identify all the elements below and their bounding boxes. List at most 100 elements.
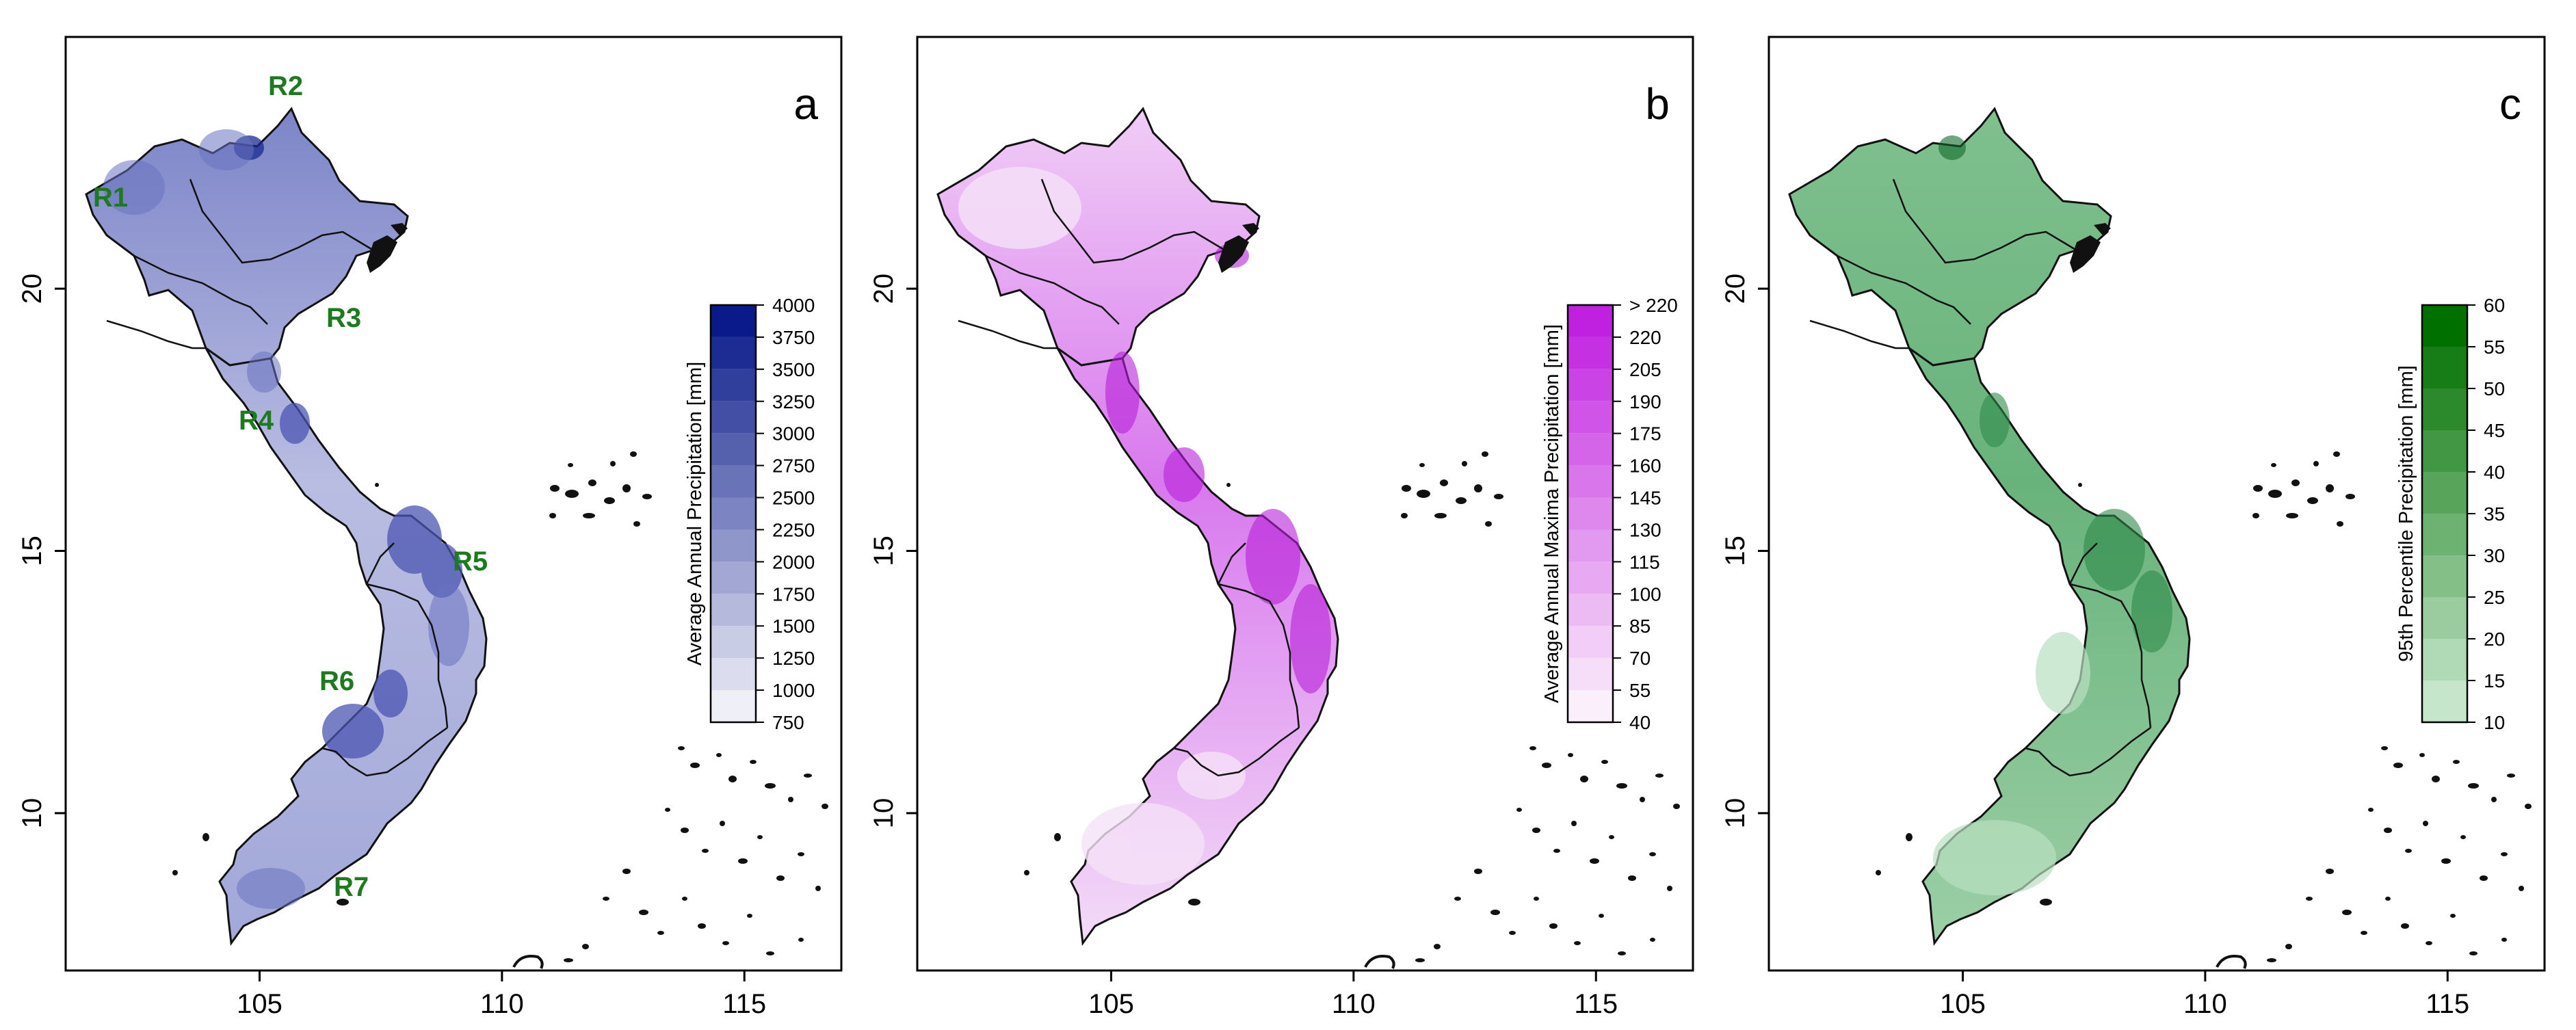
region-label-r7: R7	[334, 872, 369, 902]
region-label-r6: R6	[319, 666, 354, 696]
axis-ticks: 105 110 115 10 15 20	[1720, 274, 2469, 1019]
panel-a: R1 R2 R3 R4 R5 R6 R7 a 750 1000 1250 1500 17…	[17, 36, 843, 1019]
colorbar-swatch	[1568, 305, 1613, 337]
colorbar-swatch	[711, 497, 756, 530]
colorbar-tick-label: 1000	[772, 680, 815, 701]
colorbar-swatch	[711, 433, 756, 466]
colorbar-tick-label: 220	[1629, 327, 1661, 348]
axis-ticks: 105 110 115 10 15 20	[17, 274, 766, 1019]
x-tick-label: 115	[2426, 989, 2469, 1019]
colorbar-swatch	[1568, 465, 1613, 498]
colorbar-tick-label: 750	[772, 712, 804, 733]
colorbar-swatch	[711, 369, 756, 401]
colorbar-swatch	[1568, 433, 1613, 466]
colorbar-swatch	[711, 690, 756, 722]
colorbar-swatch	[2422, 639, 2467, 681]
colorbar: 10 15 20 25 30 35 40 45 50 55 60 95th Percentile Pr…	[2395, 295, 2505, 733]
x-tick-label: 110	[2183, 989, 2227, 1019]
colorbar-swatch	[1568, 529, 1613, 562]
y-tick-label: 10	[17, 798, 47, 829]
colorbar-swatch	[1568, 658, 1613, 691]
axis-ticks: 105 110 115 10 15 20	[869, 274, 1618, 1019]
colorbar-swatch	[2422, 305, 2467, 347]
colorbar-tick-label: 115	[1629, 551, 1660, 572]
colorbar-swatch	[1568, 401, 1613, 434]
colorbar-frame	[1566, 304, 1614, 724]
x-tick-label: 115	[1574, 989, 1618, 1019]
y-tick-label: 20	[1720, 274, 1750, 304]
colorbar-tick-label: 30	[2484, 545, 2505, 566]
colorbar-tick-label: 2250	[772, 519, 815, 540]
colorbar-tick-label: 35	[2484, 503, 2505, 525]
colorbar-swatch	[711, 401, 756, 434]
colorbar-tick-label: 1250	[772, 648, 815, 669]
x-tick-label: 105	[1940, 989, 1986, 1019]
colorbar-swatch	[2422, 388, 2467, 430]
colorbar-tick-label: 3000	[772, 423, 815, 445]
colorbar-tick-label: 10	[2484, 712, 2505, 733]
colorbar-swatch	[1568, 594, 1613, 626]
colorbar-title: Average Annual Maxima Precipitation [mm]	[1541, 324, 1563, 703]
x-tick-label: 115	[722, 989, 766, 1019]
colorbar-tick-label: 20	[2484, 629, 2505, 650]
colorbar-swatch	[2422, 681, 2467, 722]
colorbar-tick-label: 130	[1629, 519, 1661, 540]
colorbar-swatch	[711, 336, 756, 369]
colorbar-tick-label: 55	[1629, 680, 1651, 701]
colorbar-tick-label: 160	[1629, 455, 1661, 477]
panel-letter: a	[793, 79, 818, 129]
x-tick-label: 105	[237, 989, 282, 1019]
colorbar-tick-label: 1750	[772, 583, 815, 605]
colorbar-swatch	[711, 562, 756, 594]
panel-b: b 40 55 70 85 100 115 130 145 160 175 190 205 220 > 2…	[869, 36, 1694, 1019]
colorbar-tick-label: 3750	[772, 327, 815, 348]
colorbar-swatch	[1568, 626, 1613, 659]
colorbar-tick-label: 60	[2484, 295, 2505, 316]
colorbar-tick-label: 3250	[772, 391, 815, 412]
colorbar-tick-label: 100	[1629, 583, 1661, 605]
colorbar-tick-label: > 220	[1629, 295, 1678, 316]
colorbar-swatch	[2422, 430, 2467, 472]
colorbar-frame	[709, 304, 757, 724]
colorbar-tick-label: 205	[1629, 359, 1661, 380]
panel-c: c 10 15 20 25 30 35 40 45 50 55 60 95th Percentile …	[1720, 36, 2546, 1019]
colorbar-title: Average Annual Precipitation [mm]	[684, 362, 706, 665]
y-tick-label: 20	[17, 274, 47, 304]
colorbar-tick-label: 2500	[772, 488, 815, 509]
region-label-r3: R3	[326, 303, 361, 333]
panel-letter: b	[1645, 79, 1670, 129]
colorbar-swatch	[2422, 472, 2467, 514]
colorbar-swatch	[711, 305, 756, 337]
x-tick-label: 110	[1332, 989, 1376, 1019]
colorbar-tick-label: 190	[1629, 391, 1661, 412]
colorbar-tick-label: 50	[2484, 378, 2505, 399]
colorbar-swatch	[2422, 555, 2467, 597]
colorbar-swatch	[711, 626, 756, 659]
colorbar-tick-label: 15	[2484, 670, 2505, 691]
colorbar-tick-label: 175	[1629, 423, 1661, 445]
colorbar-tick-label: 45	[2484, 420, 2505, 441]
colorbar-swatch	[1568, 562, 1613, 594]
colorbar-swatch	[711, 658, 756, 691]
region-label-r4: R4	[239, 406, 274, 436]
y-tick-label: 20	[869, 274, 899, 304]
y-tick-label: 15	[869, 536, 899, 566]
colorbar-tick-label: 145	[1629, 488, 1661, 509]
y-tick-label: 10	[1720, 798, 1750, 829]
colorbar-swatch	[2422, 514, 2467, 555]
colorbar-swatch	[2422, 347, 2467, 388]
colorbar-tick-label: 40	[1629, 712, 1651, 733]
colorbar: 750 1000 1250 1500 1750 2000 2250 2500 2750 3000 3…	[684, 295, 815, 733]
colorbar-tick-label: 2750	[772, 455, 815, 477]
colorbar-swatch	[711, 529, 756, 562]
colorbar-tick-label: 2000	[772, 551, 815, 572]
colorbar-swatch	[711, 465, 756, 498]
region-label-r2: R2	[268, 71, 303, 101]
x-tick-label: 105	[1088, 989, 1134, 1019]
colorbar-title: 95th Percentile Precipitation [mm]	[2395, 365, 2417, 662]
x-tick-label: 110	[480, 989, 524, 1019]
colorbar-tick-label: 40	[2484, 462, 2505, 483]
colorbar-tick-label: 85	[1629, 616, 1651, 637]
panel-letter: c	[2499, 79, 2521, 129]
